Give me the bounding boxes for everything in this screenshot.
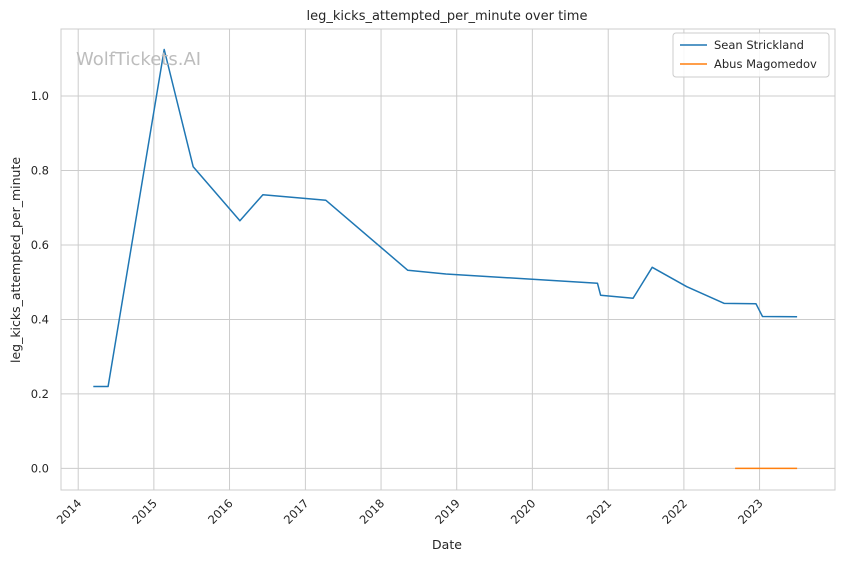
y-axis-label: leg_kicks_attempted_per_minute	[8, 157, 23, 363]
y-tick-label: 1.0	[31, 89, 49, 103]
series-line-sean-strickland	[93, 48, 798, 388]
watermark: WolfTickets.AI	[76, 49, 201, 70]
y-tick-label: 0.8	[31, 164, 49, 178]
legend-label-abus-magomedov: Abus Magomedov	[714, 57, 817, 71]
legend: Sean Strickland Abus Magomedov	[672, 32, 830, 78]
y-tick-label: 0.0	[31, 461, 49, 475]
y-tick-label: 0.6	[31, 238, 49, 252]
chart-title: leg_kicks_attempted_per_minute over time	[307, 9, 588, 24]
legend-label-sean-strickland: Sean Strickland	[714, 38, 804, 52]
series-lines	[93, 48, 798, 470]
y-tick-label: 0.4	[31, 312, 49, 326]
x-axis-label: Date	[432, 537, 462, 552]
legend-box	[672, 32, 830, 78]
y-tick-label: 0.2	[31, 387, 49, 401]
grid	[61, 29, 835, 490]
plot-frame	[60, 28, 836, 491]
